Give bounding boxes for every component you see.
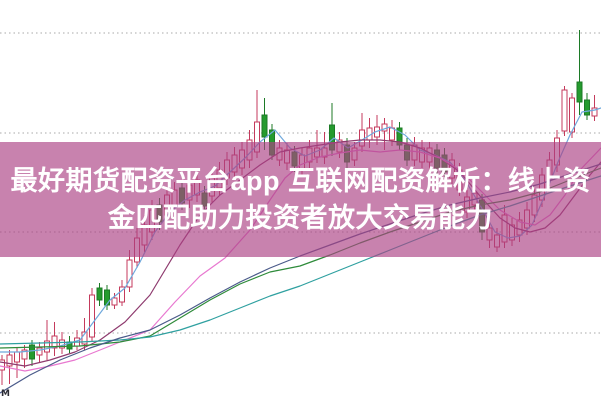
candle-down [584, 99, 590, 116]
corner-watermark-mark: M [1, 389, 10, 399]
candle-up [119, 286, 125, 303]
candle-down [261, 114, 268, 138]
candle-up [36, 347, 43, 356]
candle-up [126, 259, 133, 288]
headline-line-1: 最好期货配资平台app 互联网配资解析：线上资 [10, 165, 591, 196]
candle-down [96, 287, 103, 301]
candle-up [89, 294, 95, 338]
candle-up [14, 351, 20, 363]
candle-up [6, 354, 13, 367]
candle-up [0, 359, 5, 371]
candle-up [59, 339, 65, 349]
candle-up [591, 107, 598, 117]
candle-up [561, 89, 568, 132]
candle-down [29, 344, 35, 360]
candle-up [21, 349, 28, 360]
headline-line-2: 金匹配助力投资者放大交易能力 [108, 202, 493, 233]
candle-up [111, 297, 118, 306]
candle-up [389, 127, 395, 141]
candle-down [104, 289, 110, 306]
headline-banner: 最好期货配资平台app 互联网配资解析：线上资 金匹配助力投资者放大交易能力 [0, 142, 601, 257]
candle-down [576, 81, 583, 103]
